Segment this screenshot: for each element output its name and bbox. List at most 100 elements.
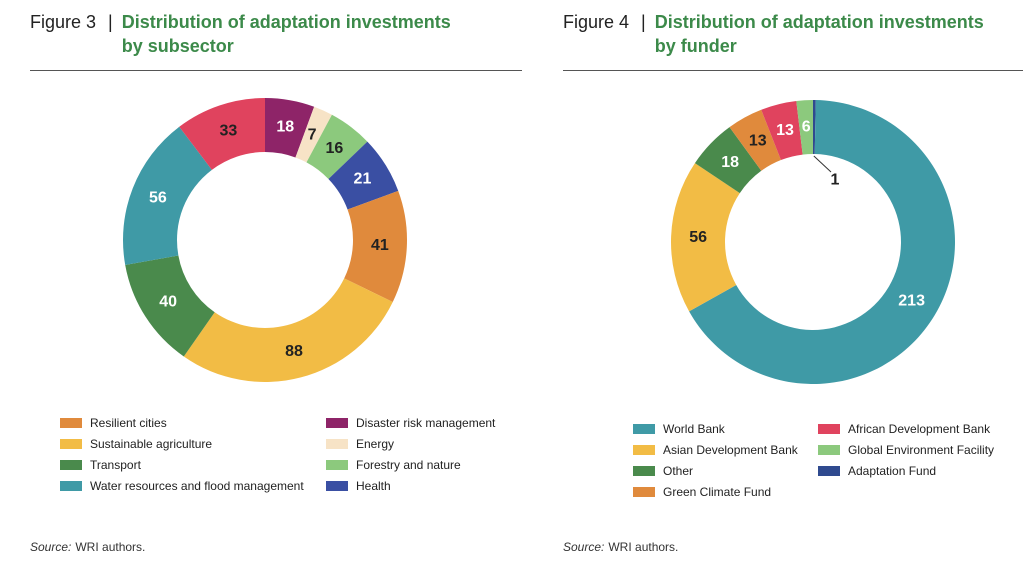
figure-3-title-line-1: Distribution of adaptation investments: [121, 12, 451, 32]
figure-3-panel: Figure 3 | Distribution of adaptation in…: [30, 0, 522, 569]
source-text: WRI authors.: [75, 540, 146, 554]
legend-swatch: [326, 460, 348, 470]
figure-4-title: Distribution of adaptation investments b…: [655, 10, 984, 58]
figure-4-source: Source: WRI authors.: [563, 540, 678, 554]
legend-label: World Bank: [663, 422, 725, 436]
slice-asian-development-bank: [671, 163, 740, 312]
legend-label: Health: [356, 479, 391, 493]
legend-swatch: [60, 460, 82, 470]
legend-swatch: [633, 466, 655, 476]
figure-4-donut-chart: 1 213 56 18 13 13 6: [671, 100, 955, 384]
slice-african-development-bank: [761, 100, 803, 161]
slice-other: [694, 127, 762, 194]
slice-label-green-climate-fund: 13: [749, 133, 767, 150]
slice-world-bank: [689, 100, 955, 384]
legend-swatch: [818, 424, 840, 434]
slice-label-other: 18: [721, 154, 739, 171]
slice-label-health: 21: [354, 170, 372, 187]
legend-item-other: Other: [633, 464, 693, 478]
source-label: Source:: [563, 540, 605, 554]
slice-energy: [295, 106, 332, 163]
legend-item-forestry-and-nature: Forestry and nature: [326, 458, 461, 472]
legend-item-adaptation-fund: Adaptation Fund: [818, 464, 936, 478]
legend-item-transport: Transport: [60, 458, 141, 472]
figure-3-source: Source: WRI authors.: [30, 540, 145, 554]
legend-item-health: Health: [326, 479, 391, 493]
slice-label-sustainable-agriculture: 88: [285, 343, 303, 360]
legend-label: Asian Development Bank: [663, 443, 798, 457]
slice-label-disaster-risk-management: 18: [276, 118, 294, 135]
legend-swatch: [326, 481, 348, 491]
legend-swatch: [60, 439, 82, 449]
slice-adaptation-fund: [813, 100, 816, 155]
legend-item-water-resources-and-flood-management: Water resources and flood management: [60, 479, 304, 493]
legend-label: Green Climate Fund: [663, 485, 772, 499]
legend-item-sustainable-agriculture: Sustainable agriculture: [60, 437, 212, 451]
slice-label-asian-development-bank: 56: [689, 229, 707, 246]
figure-3-title: Distribution of adaptation investments b…: [122, 10, 451, 58]
slice-unlabeled: [179, 98, 265, 170]
slice-label-resilient-cities: 41: [371, 237, 389, 254]
figure-4-panel: Figure 4 | Distribution of adaptation in…: [563, 0, 1023, 569]
legend-swatch: [818, 466, 840, 476]
slice-global-environment-facility: [796, 100, 813, 155]
legend-label: Forestry and nature: [356, 458, 461, 472]
legend-label: Sustainable agriculture: [90, 437, 213, 451]
legend-swatch: [818, 445, 840, 455]
slice-water-resources-and-flood-management: [123, 126, 212, 265]
legend-item-global-environment-facility: Global Environment Facility: [818, 443, 994, 457]
legend-item-energy: Energy: [326, 437, 394, 451]
slice-disaster-risk-management: [265, 98, 315, 158]
leader-line-adaptation-fund: [813, 155, 832, 173]
legend-label: Resilient cities: [90, 416, 167, 430]
slice-health: [328, 141, 399, 210]
slice-label-global-environment-facility: 6: [802, 119, 811, 136]
figure-4-divider: [563, 70, 1023, 71]
slice-label-african-development-bank: 13: [776, 122, 794, 139]
figure-4-header: Figure 4 | Distribution of adaptation in…: [563, 10, 984, 58]
slice-label-energy: 7: [308, 127, 317, 144]
title-separator: |: [108, 12, 113, 32]
slice-label-water-resources-and-flood-management: 56: [149, 190, 167, 207]
legend-item-african-development-bank: African Development Bank: [818, 422, 990, 436]
figure-3-label: Figure 3: [30, 12, 97, 32]
legend-label: Energy: [356, 437, 395, 451]
legend-label: Other: [663, 464, 694, 478]
figure-3-title-line-2: by subsector: [121, 36, 234, 56]
legend-swatch: [633, 424, 655, 434]
slice-resilient-cities: [344, 190, 407, 302]
legend-item-green-climate-fund: Green Climate Fund: [633, 485, 771, 499]
title-separator: |: [641, 12, 646, 32]
slice-label-unlabeled: 33: [219, 122, 237, 139]
slice-transport: [125, 255, 215, 357]
legend-label: African Development Bank: [848, 422, 991, 436]
slice-sustainable-agriculture: [183, 278, 393, 382]
slice-label-forestry-and-nature: 16: [326, 140, 344, 157]
legend-swatch: [633, 445, 655, 455]
slice-forestry-and-nature: [306, 114, 368, 180]
figure-3-legend: Resilient cities Sustainable agriculture T…: [60, 416, 522, 506]
legend-label: Adaptation Fund: [848, 464, 937, 478]
figure-4-label: Figure 4: [563, 12, 630, 32]
legend-label: Water resources and flood management: [90, 479, 304, 493]
slice-green-climate-fund: [729, 109, 781, 171]
figure-4-title-line-1: Distribution of adaptation investments: [654, 12, 984, 32]
source-text: WRI authors.: [608, 540, 679, 554]
slice-label-adaptation-fund: 1: [831, 172, 840, 189]
legend-swatch: [633, 487, 655, 497]
figure-3-divider: [30, 70, 522, 71]
legend-swatch: [326, 439, 348, 449]
legend-label: Disaster risk management: [356, 416, 496, 430]
figure-3-donut-chart: 18 7 16 21 41 88 40 56 33: [123, 98, 407, 382]
legend-item-disaster-risk-management: Disaster risk management: [326, 416, 495, 430]
legend-label: Transport: [90, 458, 141, 472]
figure-3-header: Figure 3 | Distribution of adaptation in…: [30, 10, 451, 58]
figure-4-legend: World Bank Asian Development Bank Other Gre…: [633, 422, 1023, 512]
legend-item-resilient-cities: Resilient cities: [60, 416, 167, 430]
legend-label: Global Environment Facility: [848, 443, 995, 457]
legend-swatch: [60, 481, 82, 491]
legend-item-asian-development-bank: Asian Development Bank: [633, 443, 798, 457]
slice-label-transport: 40: [159, 294, 177, 311]
figure-4-title-line-2: by funder: [654, 36, 737, 56]
legend-item-world-bank: World Bank: [633, 422, 725, 436]
